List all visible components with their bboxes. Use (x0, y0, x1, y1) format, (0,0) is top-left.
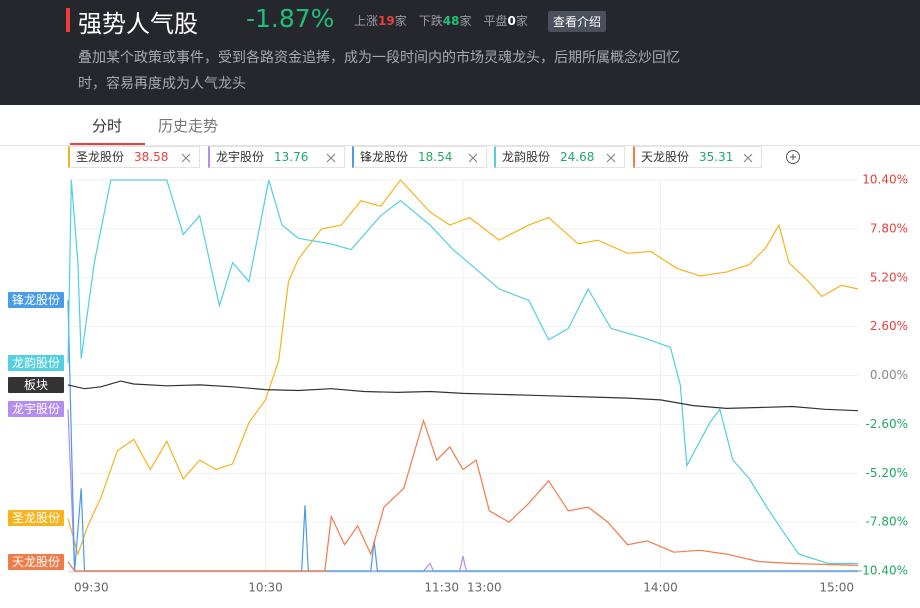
close-icon[interactable] (181, 153, 191, 163)
y-tick-label: 5.20% (870, 270, 908, 284)
stock-chip[interactable]: 锋龙股份 18.54 (352, 146, 487, 168)
y-tick-label: -7.80% (866, 515, 908, 529)
stock-chip[interactable]: 龙韵股份 24.68 (494, 146, 625, 168)
stat-count: 19 (378, 14, 395, 28)
chip-price: 24.68 (560, 150, 595, 164)
series-tag: 板块 (8, 376, 64, 393)
series-tag: 龙宇股份 (8, 401, 64, 418)
stock-chip[interactable]: 龙宇股份 13.76 (208, 146, 345, 168)
series-line (67, 300, 858, 572)
chip-price: 35.31 (699, 150, 734, 164)
y-tick-label: 0.00% (870, 368, 908, 382)
chip-price: 18.54 (418, 150, 453, 164)
chip-name: 龙韵股份 (502, 150, 551, 164)
y-tick-label: 10.40% (862, 173, 908, 187)
y-tick-label: 2.60% (870, 319, 908, 333)
stat-count: 48 (442, 14, 460, 28)
description: 叠加某个政策或事件，受到各路资金追捧，成为一段时间内的市场灵魂龙头，后期所属概念… (78, 50, 680, 92)
series-tag: 龙韵股份 (8, 355, 64, 372)
x-tick-label: 14:00 (643, 581, 678, 595)
y-tick-label: -10.40% (858, 564, 908, 578)
stat-unit: 家 (459, 14, 472, 28)
header: 强势人气股 -1.87% 上涨19家 下跌48家 平盘0家 查看介绍 叠加某个政策或… (0, 0, 920, 105)
series-line (67, 179, 858, 565)
y-tick-label: -5.20% (866, 466, 908, 480)
close-glyph (606, 153, 616, 163)
x-tick-label: 10:30 (248, 581, 283, 595)
intro-button[interactable]: 查看介绍 (548, 11, 607, 32)
stat-unit: 家 (394, 14, 407, 28)
close-icon[interactable] (326, 153, 336, 163)
chip-name: 圣龙股份 (76, 150, 125, 164)
close-glyph (326, 153, 336, 163)
tab-underline (70, 143, 145, 145)
stat: 平盘0家 (483, 12, 527, 29)
series-line (67, 380, 859, 412)
chip-name: 锋龙股份 (360, 150, 409, 164)
series-tag: 天龙股份 (8, 553, 64, 570)
stat: 下跌48家 (419, 12, 472, 29)
chip-name: 龙宇股份 (216, 150, 265, 164)
x-tick-label: 11:30 (424, 581, 459, 595)
stat: 上涨19家 (354, 12, 407, 29)
tabs: 分时 历史走势 (0, 105, 920, 146)
close-icon[interactable] (743, 153, 753, 163)
close-glyph (468, 153, 478, 163)
stat-count: 0 (507, 14, 516, 28)
series-tag: 圣龙股份 (8, 510, 64, 527)
stock-chip[interactable]: 天龙股份 35.31 (633, 146, 762, 168)
series-tag: 锋龙股份 (8, 292, 64, 309)
chip-price: 13.76 (274, 150, 309, 164)
stock-chip[interactable]: 圣龙股份 38.58 (68, 146, 200, 168)
title: 强势人气股 (78, 10, 198, 38)
close-icon[interactable] (606, 153, 616, 163)
x-tick-label: 15:00 (819, 581, 854, 595)
add-button[interactable] (785, 149, 801, 165)
y-tick-label: -2.60% (866, 417, 908, 431)
stats: 上涨19家 下跌48家 平盘0家 (354, 12, 528, 29)
tab[interactable]: 分时 (92, 117, 123, 135)
accent-bar (66, 8, 70, 32)
stat-label: 上涨 (354, 14, 379, 28)
close-glyph (743, 153, 753, 163)
x-tick-label: 13:00 (467, 581, 502, 595)
chip-name: 天龙股份 (641, 150, 690, 164)
change: -1.87% (246, 4, 335, 33)
tab[interactable]: 历史走势 (158, 117, 219, 135)
y-tick-label: 7.80% (870, 221, 908, 235)
series-line (67, 418, 859, 572)
close-glyph (181, 153, 191, 163)
close-icon[interactable] (468, 153, 478, 163)
x-tick-label: 09:30 (74, 581, 109, 595)
stat-unit: 家 (515, 14, 528, 28)
stat-label: 平盘 (483, 14, 508, 28)
chart: 10.40% 7.80% 5.20% 2.60% 0.00% -2.60% -5.20% -7… (67, 173, 908, 595)
series-line (67, 179, 859, 557)
chip-price: 38.58 (134, 150, 169, 164)
stat-label: 下跌 (418, 14, 443, 28)
